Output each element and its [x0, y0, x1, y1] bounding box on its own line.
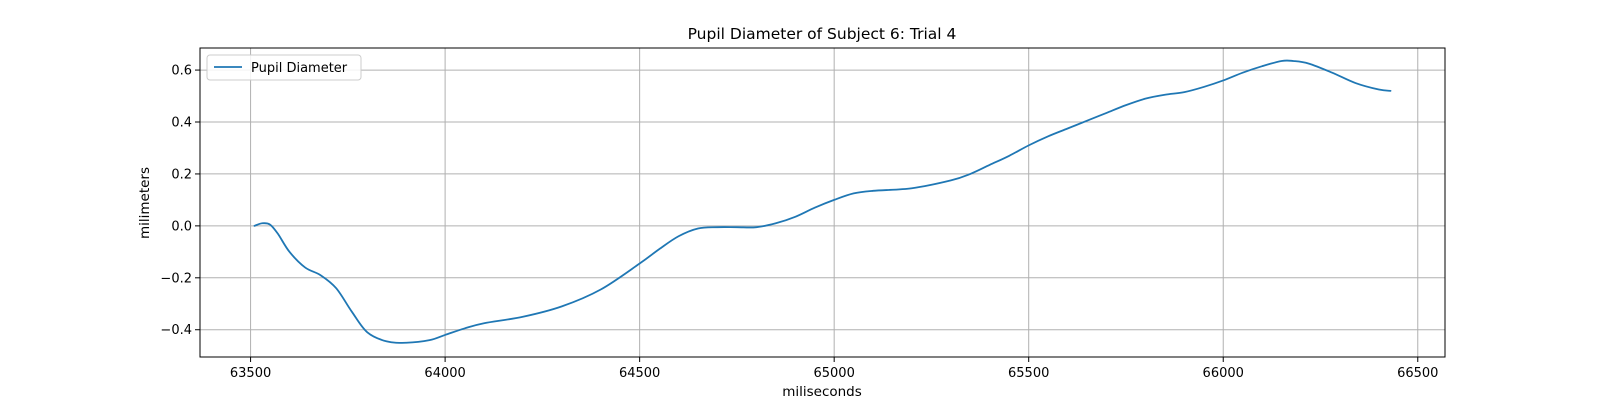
grid-lines — [200, 48, 1445, 357]
x-tick-label: 63500 — [230, 366, 271, 381]
y-tick-label: 0.0 — [171, 219, 192, 234]
legend-box — [206, 54, 362, 81]
x-tick-label: 66500 — [1397, 366, 1438, 381]
chart-title: Pupil Diameter of Subject 6: Trial 4 — [688, 25, 957, 43]
y-tick-label: −0.4 — [160, 323, 192, 338]
y-tick-label: 0.6 — [171, 64, 192, 79]
legend: Pupil Diameter — [206, 54, 362, 81]
plot-area-frame — [199, 47, 1446, 358]
y-tick-label: −0.2 — [160, 271, 192, 286]
y-axis-label: milimeters — [137, 167, 153, 239]
x-tick-label: 65500 — [1008, 366, 1049, 381]
series-line-pupil-diameter — [253, 59, 1392, 344]
legend-label: Pupil Diameter — [251, 61, 348, 76]
x-axis-label: miliseconds — [782, 384, 862, 400]
y-tick-label: 0.2 — [171, 167, 192, 182]
x-tick-label: 64000 — [424, 366, 465, 381]
y-tick-label: 0.4 — [171, 116, 192, 131]
x-tick-label: 66000 — [1203, 366, 1244, 381]
x-tick-label: 65000 — [813, 366, 854, 381]
axis-ticks: 63500 64000 64500 65000 65500 66000 66500 −0.4 −… — [160, 64, 1438, 381]
x-tick-label: 64500 — [619, 366, 660, 381]
